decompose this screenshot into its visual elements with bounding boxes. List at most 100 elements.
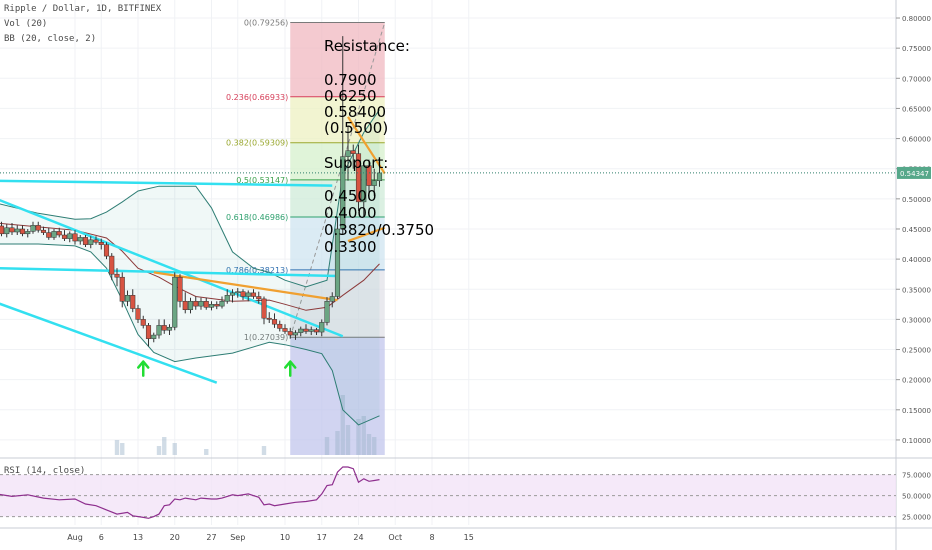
volume-bar	[361, 416, 366, 455]
candle-down	[82, 237, 89, 245]
candle-up	[208, 304, 215, 308]
candle-up	[329, 296, 335, 302]
candle-up	[245, 292, 251, 297]
fib-level-label: 0.236(0.66933)	[226, 93, 288, 102]
candle-up	[298, 328, 304, 333]
candle-down	[93, 239, 99, 243]
rsi-axis-label: 50.0000	[902, 493, 931, 501]
cyan-trendline	[0, 198, 344, 338]
candle-down	[287, 331, 293, 336]
time-axis-label: 17	[317, 533, 327, 542]
candle-down	[98, 241, 104, 245]
candle-up	[156, 325, 162, 336]
candle-down	[193, 301, 199, 307]
resistance-level: 0.7900	[324, 71, 377, 89]
volume-bar	[372, 437, 377, 455]
candle-down	[366, 165, 372, 186]
candle-up	[77, 237, 83, 242]
price-axis-label: 0.45000	[902, 226, 931, 234]
resistance-level: 0.58400	[324, 103, 387, 121]
candle-down	[282, 328, 288, 332]
volume-bar	[114, 440, 120, 455]
volume-bar	[324, 437, 330, 455]
candle-down	[350, 150, 356, 154]
candle-up	[88, 239, 94, 245]
volume-indicator-label[interactable]: Vol (20)	[4, 19, 48, 29]
candle-down	[313, 329, 320, 333]
candle-down	[250, 292, 257, 297]
price-axis-label: 0.60000	[902, 136, 931, 144]
cyan-trendline	[0, 302, 218, 384]
candle-down	[40, 229, 47, 233]
candle-down	[9, 227, 15, 233]
fib-level-label: 0.786(0.38213)	[226, 266, 288, 275]
candle-up	[229, 292, 236, 296]
candle-up	[30, 225, 36, 232]
time-axis-label: 15	[464, 533, 474, 542]
rsi-indicator-label[interactable]: RSI (14, close)	[4, 466, 86, 476]
candle-down	[119, 276, 125, 302]
price-axis-label: 0.35000	[902, 286, 931, 294]
price-axis-label: 0.65000	[902, 105, 931, 113]
volume-bar	[204, 449, 209, 455]
green-up-arrow	[284, 360, 297, 377]
candle-up	[187, 301, 194, 310]
candle-down	[56, 231, 62, 236]
resistance-level: 0.6250	[324, 87, 377, 105]
time-axis-label: 8	[429, 533, 434, 542]
rsi-axis-label: 75.0000	[902, 472, 931, 480]
orange-trendline	[347, 226, 386, 243]
bollinger-upper-band	[0, 109, 380, 288]
bollinger-indicator-label[interactable]: BB (20, close, 2)	[4, 34, 97, 44]
price-axis-label: 0.25000	[902, 347, 931, 355]
support-level: 0.4500	[324, 187, 377, 205]
candle-down	[261, 298, 267, 319]
candle-down	[266, 317, 272, 320]
candle-down	[19, 228, 26, 235]
candle-down	[182, 301, 188, 310]
candle-down	[271, 319, 278, 325]
candle-up	[345, 150, 351, 157]
cyan-trendline	[0, 266, 338, 278]
bollinger-fill	[0, 109, 380, 425]
fib-level-label: 1(0.27039)	[244, 333, 288, 342]
volume-bar	[340, 395, 345, 455]
orange-trendline	[347, 116, 386, 175]
rsi-axis-label: 25.0000	[902, 514, 931, 522]
chart-title: Ripple / Dollar, 1D, BITFINEX	[4, 4, 162, 14]
support-level: 0.4000	[324, 204, 377, 222]
resistance-level: (0.5500)	[324, 119, 389, 137]
candle-down	[161, 325, 167, 331]
bollinger-lower-band	[0, 243, 380, 426]
support-level: 0.3820/0.3750	[324, 221, 435, 239]
candle-down	[109, 255, 115, 275]
candle-up	[308, 329, 314, 332]
price-axis-label: 0.80000	[902, 15, 931, 23]
candle-up	[319, 322, 325, 333]
candle-down	[240, 291, 246, 297]
candle-down	[103, 244, 110, 257]
green-up-arrow	[137, 360, 150, 377]
price-axis-label: 0.75000	[902, 45, 931, 53]
volume-bar	[356, 419, 361, 455]
time-axis-label: 24	[353, 533, 363, 542]
candle-up	[334, 228, 341, 297]
cyan-trendline	[0, 179, 333, 187]
volume-bar	[366, 434, 372, 455]
price-axis-label: 0.50000	[902, 196, 931, 204]
time-axis-label: 27	[206, 533, 216, 542]
candle-down	[140, 319, 146, 326]
candle-down	[256, 296, 262, 300]
candle-up	[172, 276, 178, 328]
orange-trendline	[153, 271, 338, 302]
candle-down	[214, 304, 220, 307]
time-axis-label: Aug	[67, 533, 83, 542]
fib-level-label: 0.5(0.53147)	[236, 176, 288, 185]
time-axis-label: 13	[133, 533, 143, 542]
volume-bar	[120, 443, 125, 455]
candle-down	[130, 295, 136, 309]
candle-up	[224, 295, 230, 302]
candle-up	[166, 326, 173, 331]
candle-up	[340, 156, 346, 230]
